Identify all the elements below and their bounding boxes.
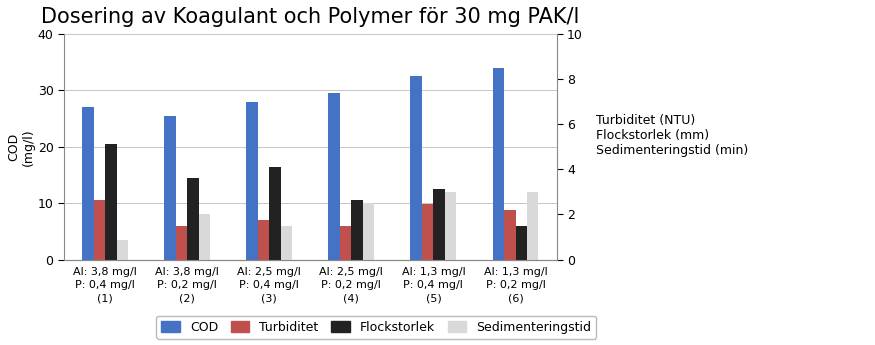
Bar (328, 93, 340, 259)
Bar (176, 226, 187, 259)
Bar (527, 192, 538, 259)
Bar (515, 226, 527, 259)
Bar (199, 215, 210, 259)
Y-axis label: COD
(mg/l): COD (mg/l) (7, 128, 35, 166)
Bar (258, 220, 270, 259)
Bar (164, 116, 176, 259)
Bar (352, 200, 363, 259)
Y-axis label: Turbiditet (NTU)
Flockstorlek (mm)
Sedimenteringstid (min): Turbiditet (NTU) Flockstorlek (mm) Sedim… (596, 114, 748, 157)
Bar (444, 192, 457, 259)
Bar (493, 68, 504, 259)
Bar (82, 107, 94, 259)
Bar (433, 189, 444, 259)
Bar (340, 226, 352, 259)
Title: Dosering av Koagulant och Polymer för 30 mg PAK/l: Dosering av Koagulant och Polymer för 30… (41, 7, 579, 27)
Bar (422, 204, 433, 259)
Legend: COD, Turbiditet, Flockstorlek, Sedimenteringstid: COD, Turbiditet, Flockstorlek, Sedimente… (157, 316, 597, 339)
Bar (363, 203, 374, 259)
Bar (246, 102, 258, 259)
Bar (116, 240, 128, 259)
Bar (270, 167, 281, 259)
Bar (281, 226, 292, 259)
Bar (410, 76, 422, 259)
Bar (504, 210, 515, 259)
Bar (94, 200, 105, 259)
Bar (105, 144, 116, 259)
Bar (187, 178, 199, 259)
